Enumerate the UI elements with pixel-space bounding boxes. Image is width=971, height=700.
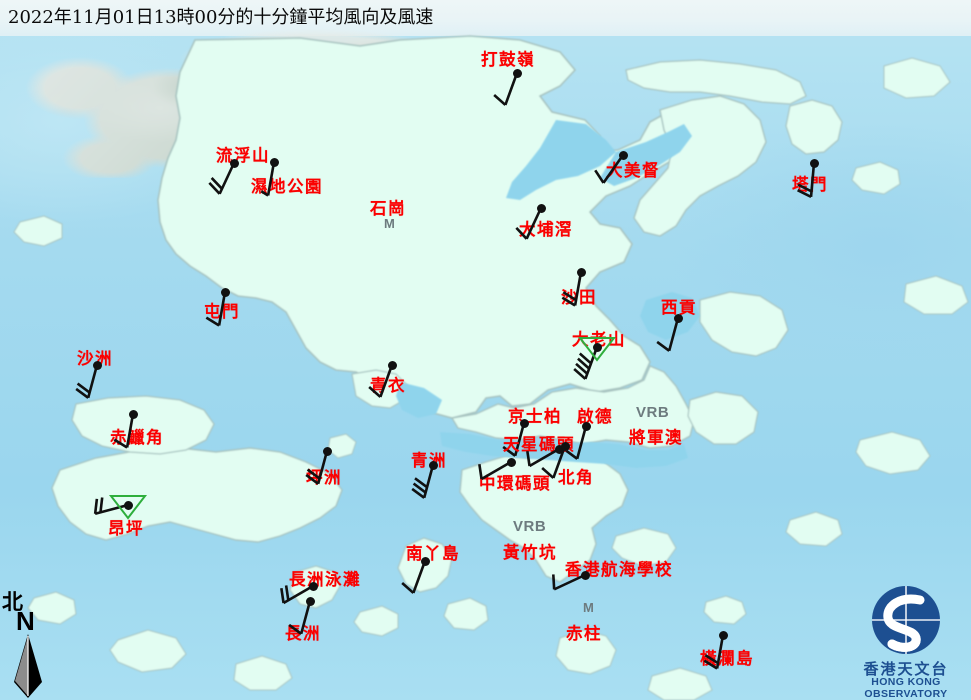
station-marker-14 bbox=[519, 418, 529, 428]
land-peng-chau bbox=[327, 433, 357, 459]
hko-logo: 香港天文台 HONG KONG OBSERVATORY bbox=[846, 584, 966, 700]
compass-label-cn: 北 bbox=[2, 589, 23, 614]
station-label-23: 南丫島 bbox=[406, 544, 460, 563]
station-label-29: 橫瀾島 bbox=[700, 649, 754, 668]
station-note-27: M bbox=[583, 600, 595, 615]
hko-emblem-icon bbox=[872, 586, 940, 654]
land-islet-i bbox=[13, 215, 63, 247]
station-label-2: 濕地公園 bbox=[251, 177, 323, 196]
compass-label-en: N bbox=[16, 606, 35, 636]
station-label-9: 屯門 bbox=[204, 302, 240, 321]
land-islet-f bbox=[27, 591, 77, 625]
station-note-3: M bbox=[384, 216, 396, 231]
land-islet-c bbox=[855, 431, 931, 475]
station-label-18: 坪洲 bbox=[306, 468, 342, 487]
station-marker-9 bbox=[220, 287, 230, 297]
compass-rose: 北 N bbox=[2, 586, 72, 698]
station-label-11: 沙洲 bbox=[77, 349, 113, 368]
station-note-24: VRB bbox=[513, 518, 547, 535]
station-marker-15 bbox=[581, 421, 591, 431]
land-chek-lap-kok bbox=[71, 395, 215, 455]
station-label-14: 京士柏 bbox=[508, 407, 562, 426]
land-islet-k bbox=[233, 655, 293, 691]
land-islet-g bbox=[883, 57, 951, 99]
land-waglan bbox=[703, 595, 747, 625]
station-label-6: 大埔滘 bbox=[519, 220, 573, 239]
station-marker-28 bbox=[305, 596, 315, 606]
station-marker-8 bbox=[673, 313, 683, 323]
land-sai-kung-peninsula bbox=[633, 95, 767, 237]
station-marker-13 bbox=[128, 409, 138, 419]
hko-logo-text-en: HONG KONG OBSERVATORY bbox=[864, 676, 948, 700]
land-plover-cove bbox=[625, 59, 807, 105]
station-marker-20 bbox=[506, 457, 516, 467]
station-label-5: 塔門 bbox=[792, 175, 828, 194]
station-marker-21 bbox=[560, 441, 570, 451]
page-title: 2022年11月01日13時00分的十分鐘平均風向及風速 bbox=[8, 7, 434, 28]
station-label-15: 啟德 bbox=[577, 407, 613, 426]
hko-logo-text-cn: 香港天文台 bbox=[863, 660, 949, 678]
station-label-4: 大美督 bbox=[606, 161, 660, 180]
station-label-12: 青衣 bbox=[370, 376, 406, 395]
station-marker-0 bbox=[512, 68, 522, 78]
land-lantau bbox=[51, 447, 343, 543]
land-islet-d bbox=[903, 275, 969, 315]
land-islet-m bbox=[785, 511, 843, 547]
station-marker-2 bbox=[269, 157, 279, 167]
station-marker-29 bbox=[718, 630, 728, 640]
high-level-station-marker-22 bbox=[108, 495, 148, 520]
land-sai-kung-islands bbox=[699, 291, 789, 357]
station-label-27: 赤柱 bbox=[566, 624, 602, 643]
station-marker-19 bbox=[428, 460, 438, 470]
station-marker-12 bbox=[387, 360, 397, 370]
station-label-13: 赤鱲角 bbox=[110, 428, 164, 447]
station-label-21: 北角 bbox=[558, 468, 594, 487]
station-marker-1 bbox=[229, 158, 239, 168]
station-label-28: 長洲 bbox=[285, 624, 321, 643]
station-marker-7 bbox=[576, 267, 586, 277]
land-islet-j bbox=[353, 605, 399, 637]
high-level-station-marker-10 bbox=[577, 337, 617, 362]
station-label-26: 長洲泳灘 bbox=[289, 570, 361, 589]
station-marker-18 bbox=[322, 446, 332, 456]
station-marker-4 bbox=[618, 150, 628, 160]
land-tap-mun bbox=[785, 99, 843, 155]
station-label-16: 將軍澳 bbox=[629, 428, 683, 447]
land-clear-water-bay bbox=[687, 391, 759, 445]
station-marker-10 bbox=[592, 342, 602, 352]
land-po-toi bbox=[555, 629, 617, 675]
water-rambler bbox=[396, 382, 442, 418]
station-label-20: 中環碼頭 bbox=[479, 474, 551, 493]
station-label-8: 西貢 bbox=[661, 298, 697, 317]
land-islet-l bbox=[647, 667, 713, 700]
land-south-islet-b bbox=[611, 527, 677, 567]
station-label-25: 香港航海學校 bbox=[565, 560, 673, 579]
water-port-shelter bbox=[640, 292, 700, 340]
station-label-0: 打鼓嶺 bbox=[481, 50, 535, 69]
station-marker-26 bbox=[308, 581, 318, 591]
station-marker-25 bbox=[580, 570, 590, 580]
station-label-22: 昂坪 bbox=[108, 519, 144, 538]
land-islet-h bbox=[851, 161, 901, 195]
land-south-islet-a bbox=[443, 597, 489, 631]
station-marker-22 bbox=[123, 500, 133, 510]
water-tolo-harbour bbox=[506, 120, 616, 200]
station-marker-6 bbox=[536, 203, 546, 213]
station-label-3: 石崗 bbox=[370, 199, 406, 218]
station-label-1: 流浮山 bbox=[216, 146, 270, 165]
station-marker-23 bbox=[420, 556, 430, 566]
station-note-16: VRB bbox=[636, 404, 670, 421]
north-arrow-icon bbox=[14, 634, 42, 698]
station-marker-5 bbox=[809, 158, 819, 168]
station-label-7: 沙田 bbox=[561, 288, 597, 307]
station-label-24: 黃竹坑 bbox=[503, 543, 557, 562]
station-marker-11 bbox=[92, 360, 102, 370]
land-islet-e bbox=[109, 629, 187, 673]
